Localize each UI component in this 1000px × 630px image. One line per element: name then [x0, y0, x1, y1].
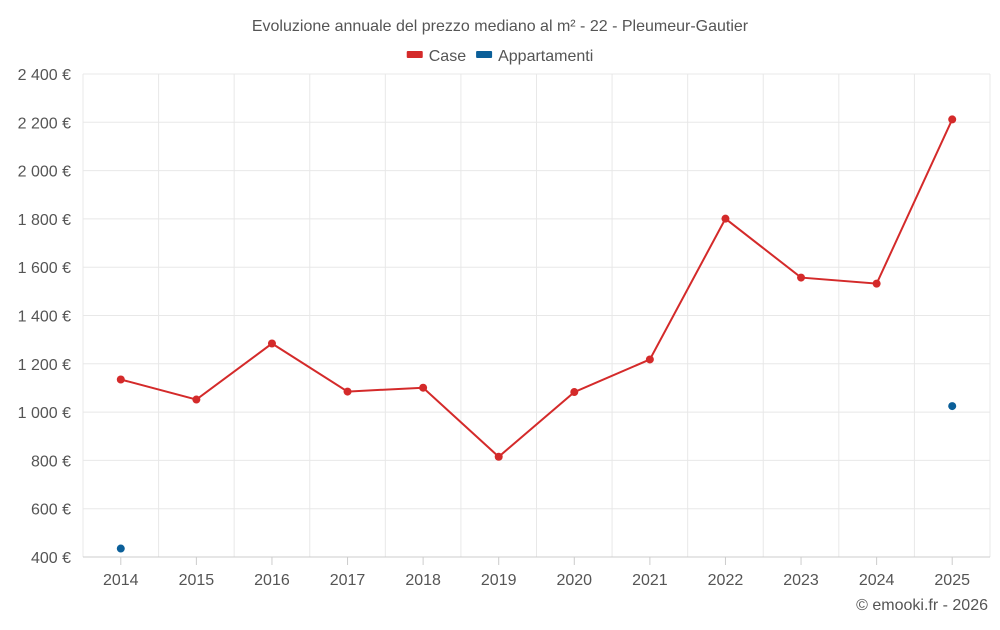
x-tick-label: 2015 [179, 572, 215, 589]
data-point-case[interactable] [192, 395, 201, 404]
chart-title: Evoluzione annuale del prezzo mediano al… [252, 18, 749, 35]
x-tick-label: 2014 [103, 572, 139, 589]
data-point-case[interactable] [570, 388, 579, 397]
x-tick-label: 2025 [934, 572, 970, 589]
series-appartamenti [116, 402, 957, 553]
data-point-appartamenti[interactable] [116, 544, 125, 553]
grid [82, 73, 991, 557]
data-point-case[interactable] [267, 339, 276, 348]
x-tick-label: 2020 [556, 572, 592, 589]
x-tick-label: 2021 [632, 572, 668, 589]
data-point-appartamenti[interactable] [948, 402, 957, 411]
data-point-case[interactable] [419, 383, 428, 392]
legend-label: Appartamenti [498, 48, 593, 65]
y-tick-label: 2 400 € [18, 67, 71, 84]
legend-label: Case [429, 48, 466, 65]
x-tick-label: 2017 [330, 572, 366, 589]
series-layer [116, 115, 957, 553]
y-tick-label: 600 € [31, 502, 71, 519]
legend-swatch [406, 51, 423, 58]
x-tick-label: 2024 [859, 572, 895, 589]
legend: Case Appartamenti [406, 48, 593, 65]
data-point-case[interactable] [948, 115, 957, 124]
x-tick-label: 2023 [783, 572, 819, 589]
y-tick-label: 800 € [31, 453, 71, 470]
x-tick-label: 2016 [254, 572, 290, 589]
x-axis: 2014 2015 2016 2017 2018 2019 2020 2021 2022 2023… [83, 556, 990, 589]
y-tick-label: 1 200 € [18, 357, 71, 374]
y-tick-label: 2 200 € [18, 115, 71, 132]
data-point-case[interactable] [872, 279, 881, 288]
y-axis: 400 € 600 € 800 € 1 000 € 1 200 € 1 400 € 1 60… [18, 67, 71, 567]
y-tick-label: 400 € [31, 550, 71, 567]
series-line-case [120, 118, 954, 459]
series-case [116, 115, 957, 461]
y-tick-label: 1 600 € [18, 260, 71, 277]
data-point-case[interactable] [343, 387, 352, 396]
x-tick-label: 2018 [405, 572, 441, 589]
y-tick-label: 1 400 € [18, 309, 71, 326]
legend-item-appartamenti[interactable]: Appartamenti [476, 48, 593, 65]
y-tick-label: 1 800 € [18, 212, 71, 229]
x-tick-label: 2019 [481, 572, 517, 589]
data-point-case[interactable] [797, 273, 806, 282]
y-tick-label: 2 000 € [18, 164, 71, 181]
data-point-case[interactable] [116, 375, 125, 384]
data-point-case[interactable] [645, 355, 654, 364]
data-point-case[interactable] [721, 214, 730, 223]
credit-text: © emooki.fr - 2026 [856, 597, 988, 614]
legend-swatch [476, 51, 493, 58]
x-tick-label: 2022 [708, 572, 744, 589]
legend-item-case[interactable]: Case [406, 48, 466, 65]
data-point-case[interactable] [494, 452, 503, 461]
y-tick-label: 1 000 € [18, 405, 71, 422]
